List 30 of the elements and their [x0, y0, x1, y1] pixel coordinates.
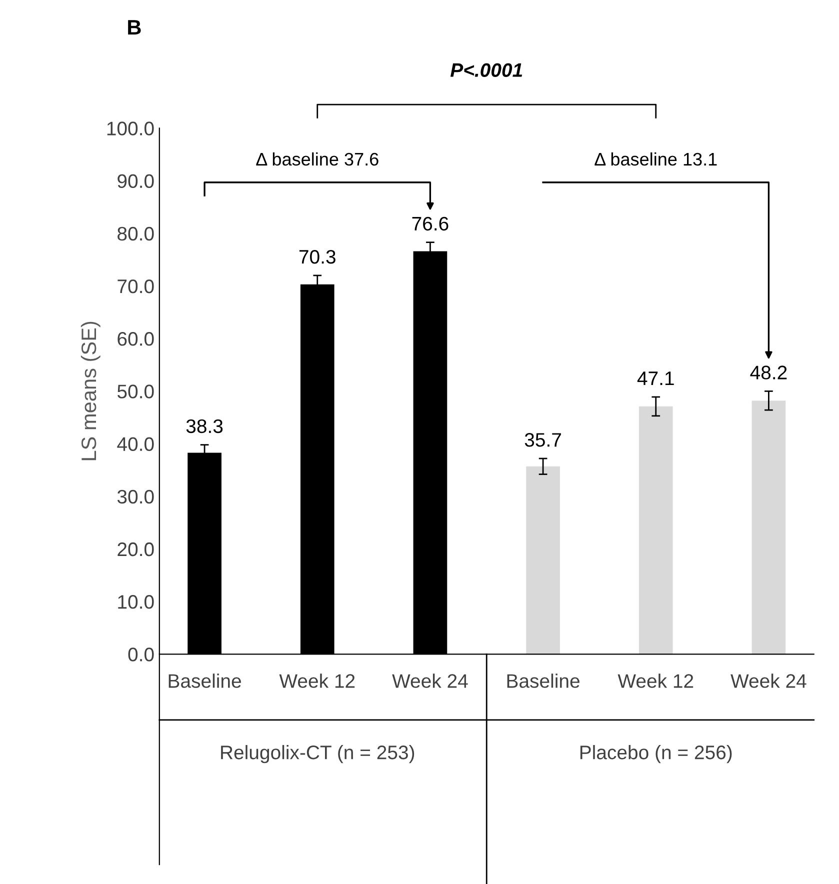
text: Relugolix-CT (n = 253) [221, 745, 414, 764]
y-axis-title: LS means (SE) [80, 322, 100, 460]
y-tick-label: 50.0 [117, 384, 154, 398]
annotation: Δ baseline 37.6 [256, 152, 378, 166]
x-tick-label: Week 24 [392, 674, 468, 688]
y-tick-label: 100.0 [107, 122, 154, 136]
annotation: Δ baseline 13.1 [594, 152, 717, 166]
data-label: 38.3 [186, 419, 223, 434]
data-label: 35.7 [524, 432, 561, 447]
y-tick-label: 60.0 [118, 332, 154, 346]
x-tick-label: Week 12 [618, 674, 694, 688]
y-tick-label: 80.0 [118, 226, 154, 241]
x-tick-label: Baseline [507, 674, 580, 688]
x-tick-label: Baseline [168, 674, 241, 688]
y-tick-label: 0.0 [128, 648, 154, 662]
y-tick-label: 70.0 [118, 279, 154, 294]
text: B [128, 20, 141, 34]
data-label: 76.6 [412, 216, 448, 231]
x-tick-label: Week 24 [730, 674, 806, 688]
text: Placebo (n = 256) [580, 745, 732, 764]
y-tick-label: 90.0 [118, 174, 154, 188]
y-tick-label: 40.0 [117, 437, 154, 452]
data-label: 70.3 [299, 250, 336, 264]
text: P<.0001 [450, 63, 522, 77]
y-tick-label: 30.0 [117, 490, 154, 504]
data-label: 47.1 [637, 372, 674, 386]
data-label: 48.2 [750, 366, 787, 380]
x-tick-label: Week 12 [279, 674, 355, 688]
y-tick-label: 10.0 [118, 595, 154, 609]
y-tick-label: 20.0 [118, 542, 154, 556]
